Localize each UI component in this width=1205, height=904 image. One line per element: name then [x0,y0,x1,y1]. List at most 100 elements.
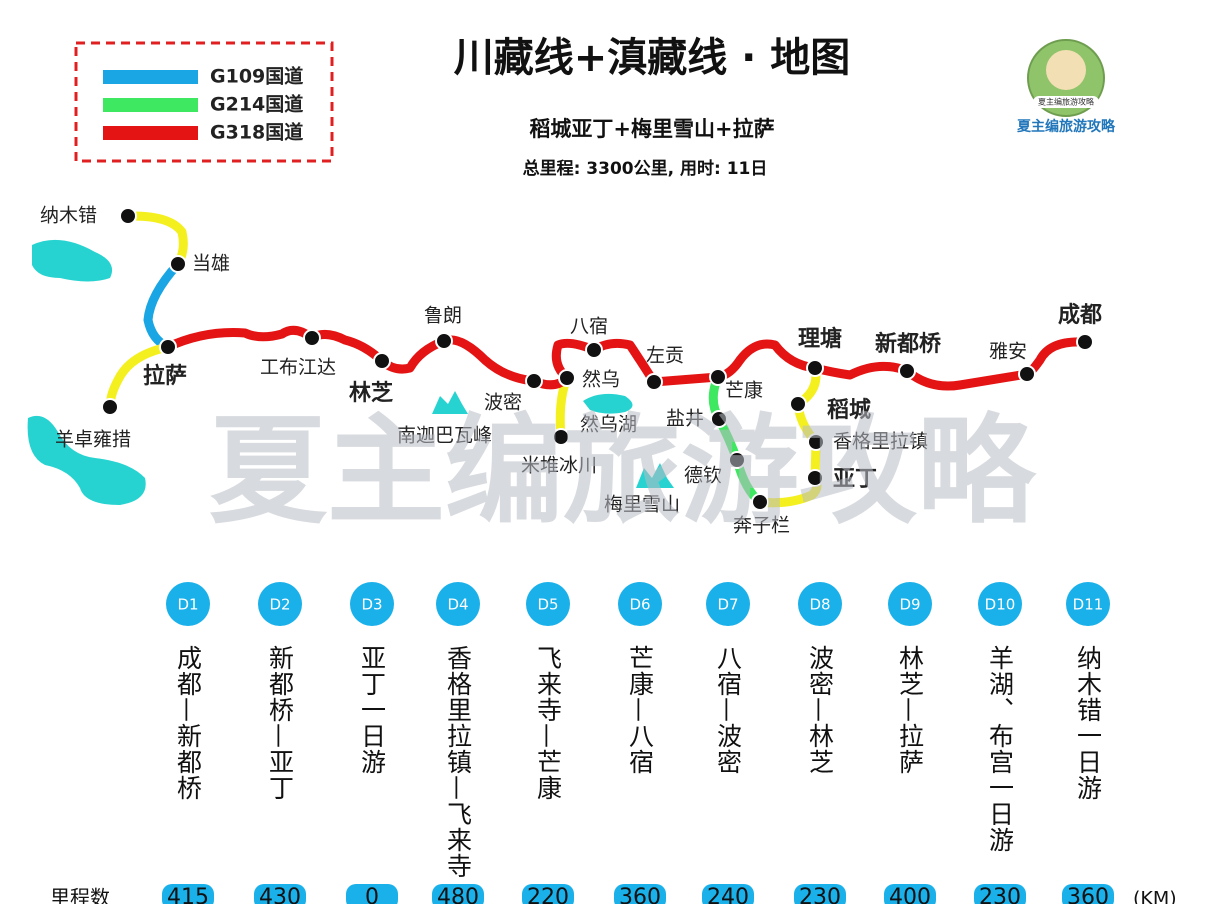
day-route: 新都桥—亚丁 [265,645,295,801]
place-dot [169,255,187,273]
place-dot [806,469,824,487]
logo-label: 夏主编旅游攻略 [1017,118,1116,135]
subtitle: 稻城亚丁+梅里雪山+拉萨 [529,117,774,141]
km-pill [884,884,936,904]
day-label: D3 [361,596,382,614]
place-label: 德钦 [684,465,722,487]
day-badge [618,582,662,626]
route-yellow [755,363,822,508]
day-label: D6 [629,596,650,614]
day-label: D9 [899,596,920,614]
day-route: 成都—新都桥 [173,645,203,801]
place-dot [806,359,824,377]
place-label: 南迦巴瓦峰 [397,425,492,447]
place-dot [159,338,177,356]
place-label: 亚丁 [833,467,877,492]
day-badge [978,582,1022,626]
day-badge [1066,582,1110,626]
day-label: D11 [1073,596,1104,614]
day-badge [798,582,842,626]
place-dot [728,451,746,469]
day-route: 纳木错一日游 [1073,645,1103,801]
km-value: 240 [707,885,749,904]
km-pill [254,884,306,904]
logo-face [1046,50,1086,90]
day-badge [706,582,750,626]
day-label: D2 [269,596,290,614]
legend-label: G318国道 [210,121,303,144]
place-dot [710,410,728,428]
place-dot [807,433,825,451]
place-dot [119,207,137,225]
place-label: 成都 [1058,303,1102,328]
place-dot [525,372,543,390]
place-label: 芒康 [725,380,763,402]
km-value: 430 [259,885,301,904]
km-value: 480 [437,885,479,904]
km-pill [432,884,484,904]
place-dot [373,352,391,370]
place-label: 左贡 [646,345,684,367]
place-label: 八宿 [570,316,608,338]
day-route: 飞来寺—芒康 [533,645,563,801]
km-pill [162,884,214,904]
km-pill [346,884,398,904]
day-badge [166,582,210,626]
place-label: 盐井 [666,408,704,430]
place-label: 羊卓雍措 [55,429,131,451]
summary: 总里程: 3300公里, 用时: 11日 [523,158,768,179]
legend-label: G109国道 [210,65,303,88]
legend-swatch [103,70,198,84]
day-route: 林芝—拉萨 [895,645,925,775]
day-route: 芒康—八宿 [625,645,655,775]
place-dot [585,341,603,359]
place-label: 林芝 [349,380,393,406]
place-dot [751,493,769,511]
mountain-icon [636,463,674,488]
km-value: 230 [979,885,1021,904]
place-label: 然乌 [582,369,620,391]
title: 川藏线+滇藏线 · 地图 [454,35,851,81]
km-pill [1062,884,1114,904]
place-label: 鲁朗 [424,305,462,327]
place-label: 香格里拉镇 [833,431,928,453]
km-value: 415 [167,885,209,904]
place-label: 然乌湖 [580,414,637,436]
day-badge [526,582,570,626]
km-value: 0 [365,885,379,904]
place-dot [101,398,119,416]
legend-swatch [103,126,198,140]
legend-label: G214国道 [210,93,303,116]
day-badge [888,582,932,626]
place-label: 理塘 [798,326,842,352]
km-value: 360 [619,885,661,904]
place-label: 纳木错 [40,205,97,227]
logo-band [1033,96,1099,108]
lake [27,415,146,505]
lake [583,393,633,414]
place-label: 稻城 [827,397,871,423]
day-label: D5 [537,596,558,614]
place-label: 雅安 [989,341,1027,363]
place-label: 工布江达 [260,357,336,379]
place-label: 拉萨 [143,363,187,389]
day-badge [436,582,480,626]
day-route: 羊湖、布宫一日游 [985,645,1015,853]
day-badge [350,582,394,626]
km-value: 360 [1067,885,1109,904]
day-route: 波密—林芝 [805,645,835,775]
day-label: D4 [447,596,468,614]
km-value: 230 [799,885,841,904]
day-route: 香格里拉镇—飞来寺 [443,645,473,879]
day-label: D1 [177,596,198,614]
place-dot [645,373,663,391]
place-dot [898,362,916,380]
place-label: 新都桥 [875,331,941,357]
day-route: 八宿—波密 [713,645,743,775]
day-route: 亚丁一日游 [357,645,387,775]
place-label: 当雄 [192,253,230,275]
unit-label: (KM) [1133,888,1177,904]
km-pill [974,884,1026,904]
km-pill [794,884,846,904]
